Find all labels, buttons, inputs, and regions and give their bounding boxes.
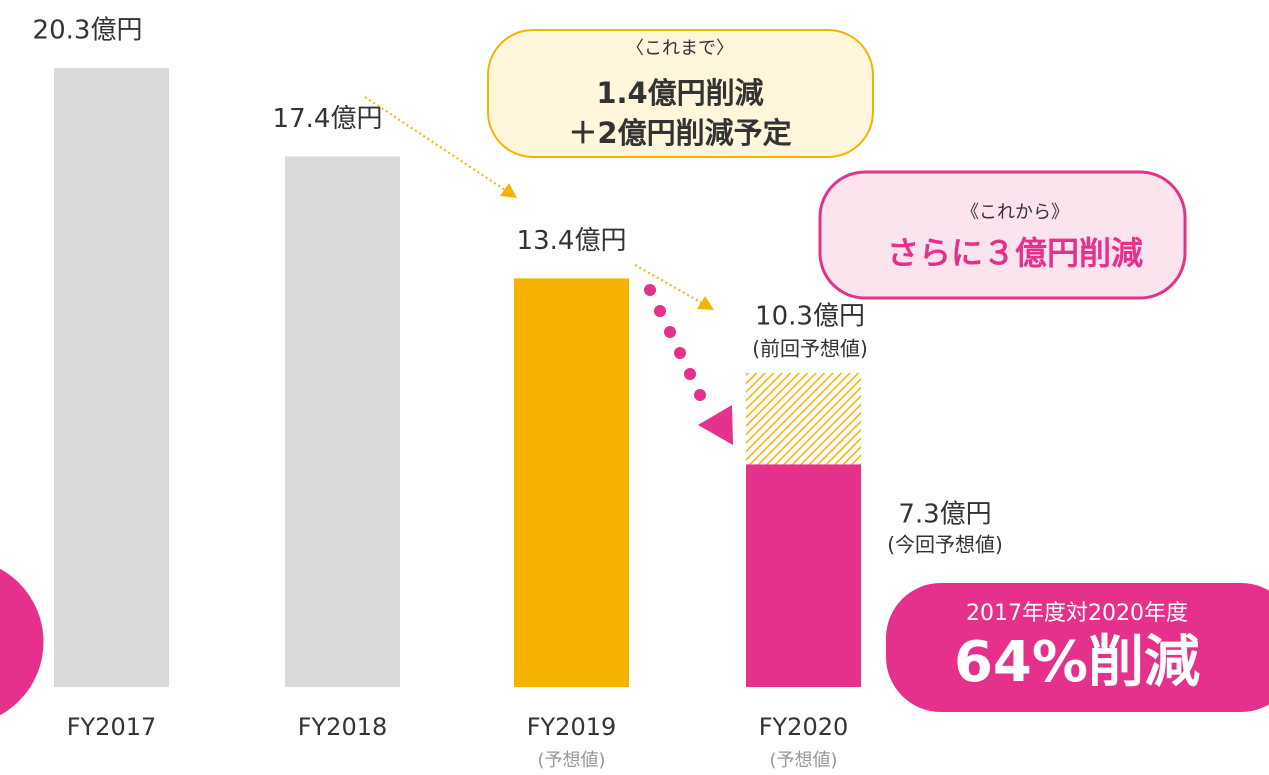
data-label: 20.3億円 — [33, 16, 143, 46]
x-tick-note: (予想値) — [769, 750, 837, 771]
decoration — [0, 565, 47, 719]
x-tick-label: FY2019 — [527, 713, 617, 741]
data-label: 10.3億円 — [755, 302, 865, 332]
forecast-bar — [746, 372, 861, 465]
callout-text: 1.4億円削減 — [596, 76, 763, 110]
data-label: 17.4億円 — [273, 104, 383, 134]
callout-text: 〈これまで〉 — [626, 38, 734, 59]
callout-text: ＋2億円削減予定 — [568, 116, 791, 150]
callout-box — [818, 170, 1187, 300]
data-note: (前回予想値) — [752, 337, 868, 361]
callout-text: 64%削減 — [954, 630, 1200, 695]
x-tick-label: FY2017 — [67, 713, 157, 741]
callout-text: 2017年度対2020年度 — [966, 601, 1188, 626]
x-tick-label: FY2018 — [298, 713, 388, 741]
data-label: 7.3億円 — [898, 500, 991, 530]
callout-text: さらに３億円削減 — [887, 234, 1143, 272]
callout-box — [487, 29, 874, 158]
arrows — [364, 96, 733, 445]
bar — [54, 68, 169, 687]
callout-box — [886, 583, 1269, 712]
bar — [746, 464, 861, 687]
x-tick-label: FY2020 — [759, 713, 849, 741]
callout-text: 《これから》 — [961, 202, 1069, 223]
data-label: 13.4億円 — [517, 226, 627, 256]
bar — [514, 278, 629, 687]
x-tick-note: (予想値) — [537, 750, 605, 771]
bar — [285, 156, 400, 687]
data-note: (今回予想値) — [887, 533, 1003, 557]
